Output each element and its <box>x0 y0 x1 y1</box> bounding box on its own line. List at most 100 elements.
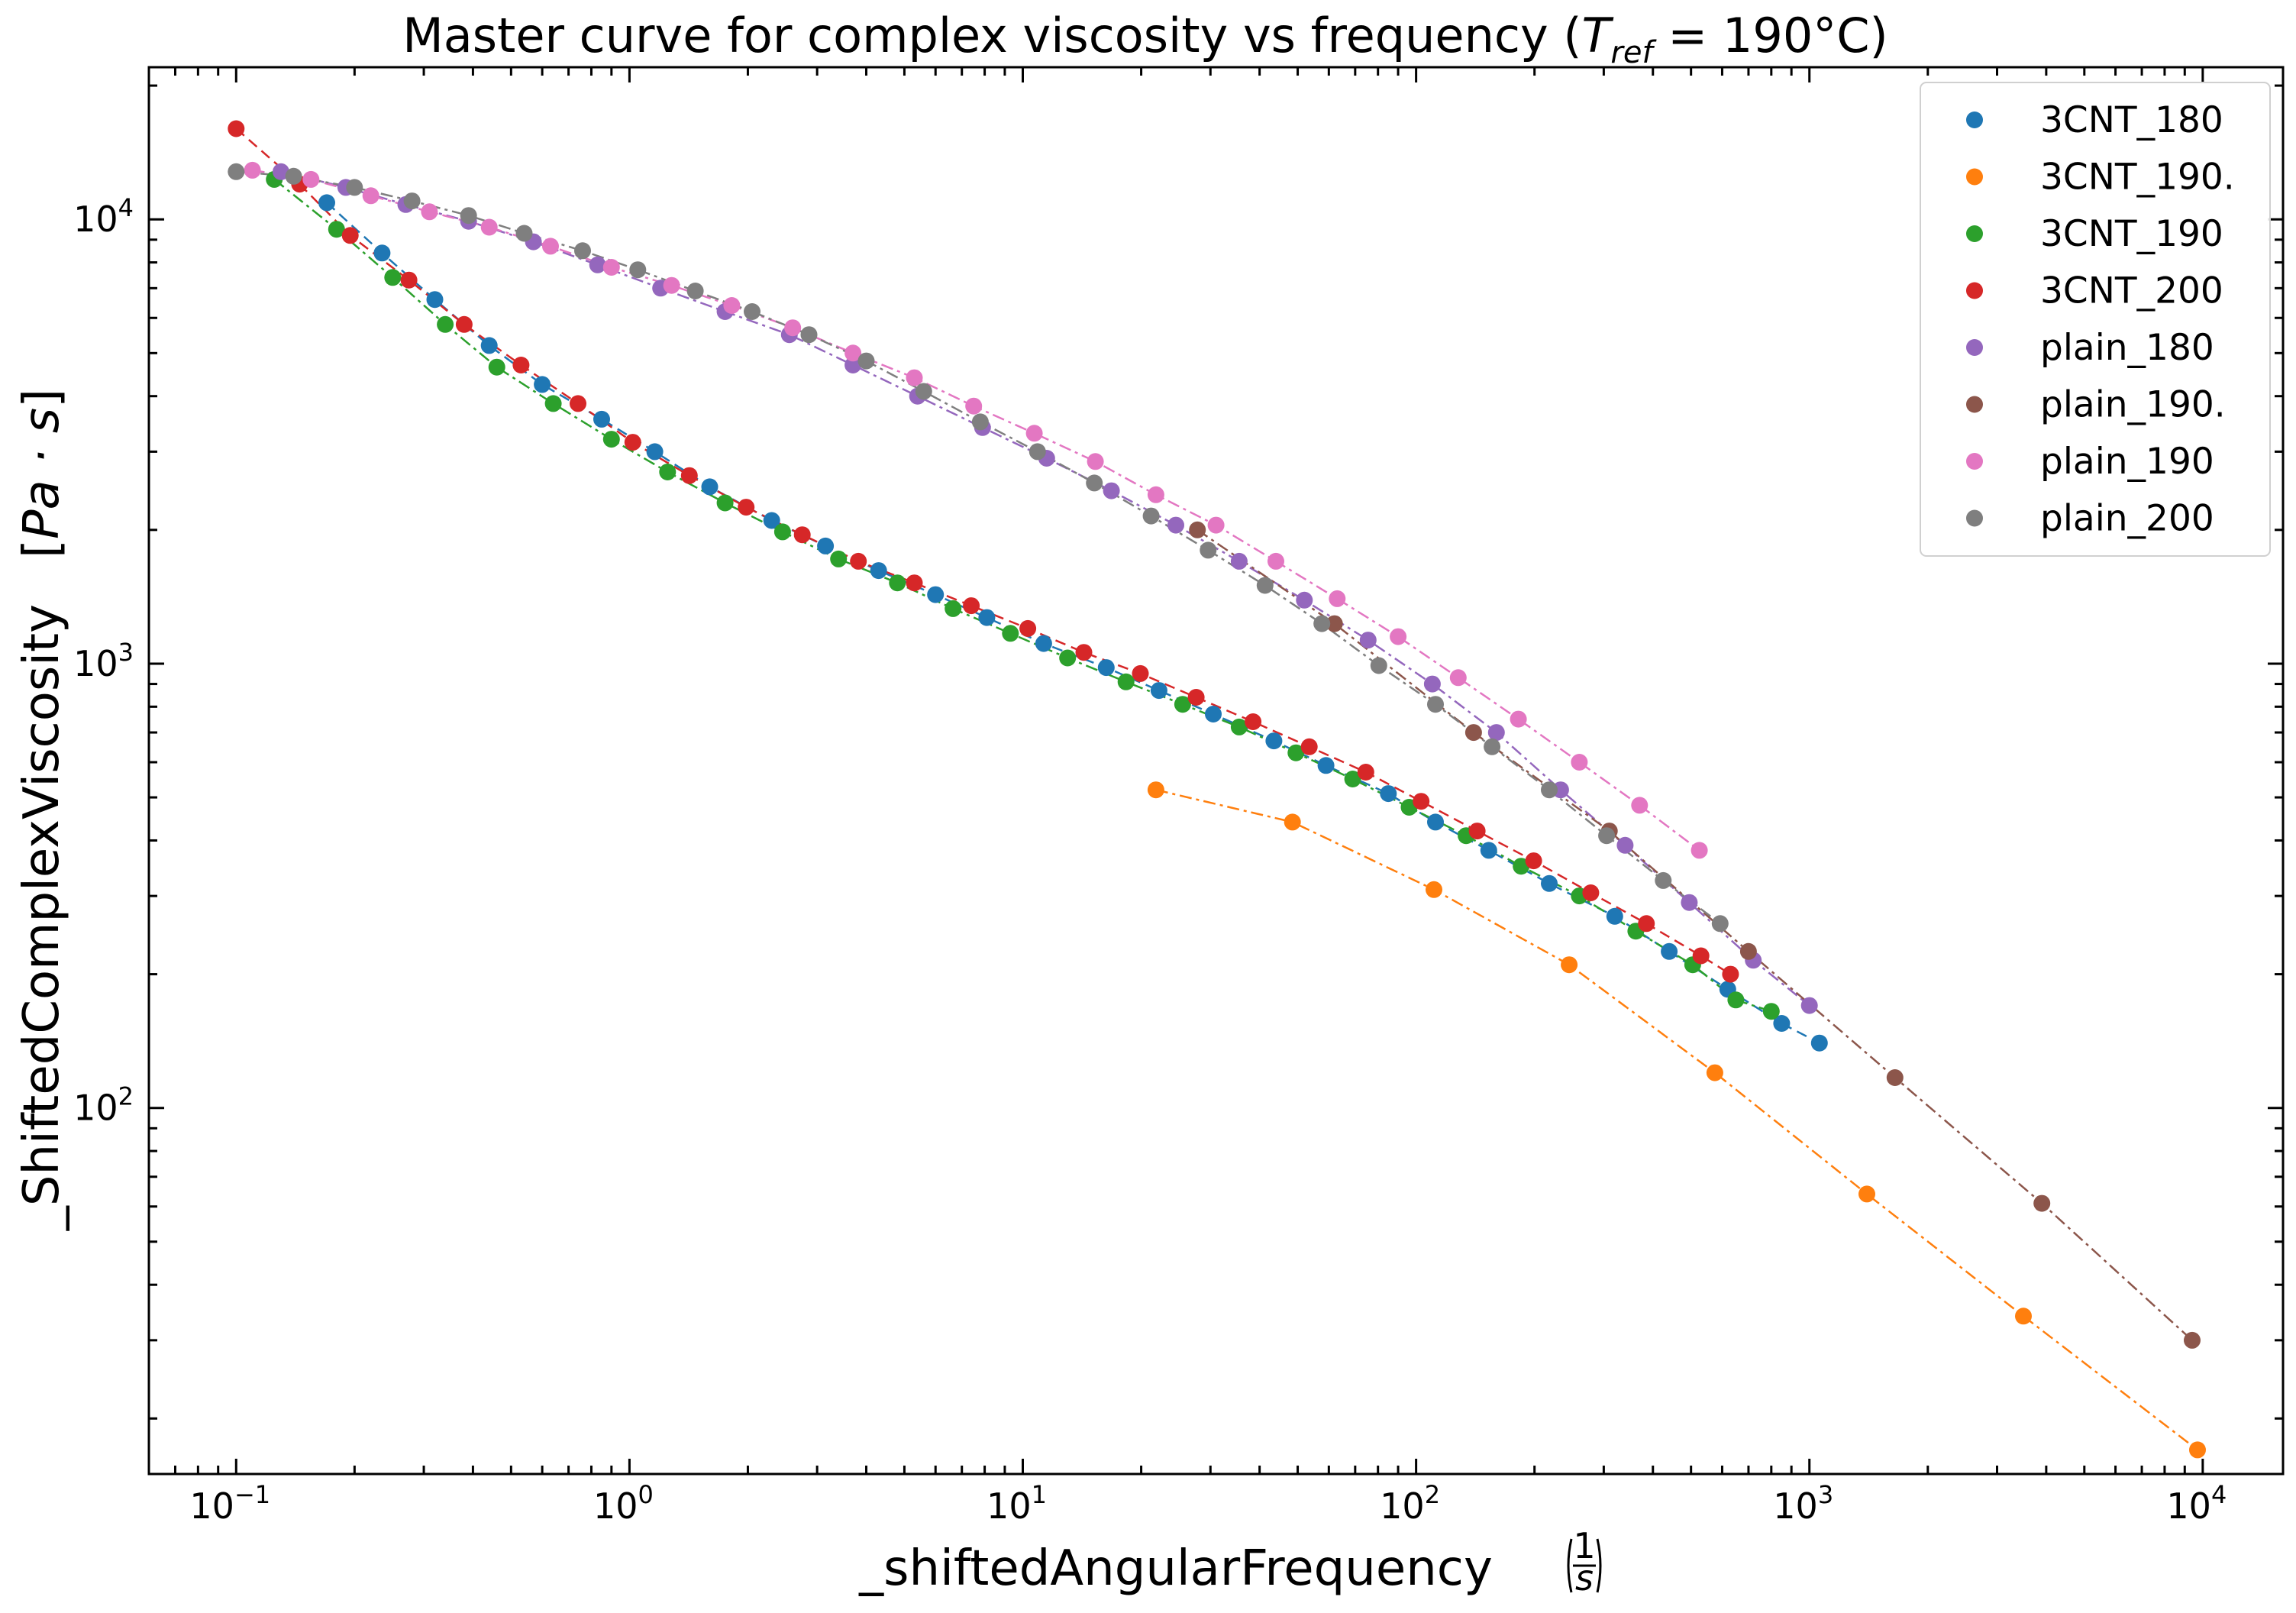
data-point-3cnt-190 <box>1762 1003 1780 1020</box>
data-point-plain-200 <box>1029 443 1046 461</box>
series-points-plain-200 <box>228 163 1729 933</box>
data-point-3cnt-180 <box>1480 842 1497 859</box>
data-point-3cnt-200 <box>624 434 641 451</box>
data-point-plain-200 <box>1200 541 1217 559</box>
series-line-plain-200 <box>236 170 1721 925</box>
data-point-plain-200 <box>515 225 533 242</box>
data-point-plain-190 <box>663 276 680 294</box>
data-point-plain-190 <box>421 203 438 221</box>
series-line-3cnt-190 <box>273 178 1772 1013</box>
data-point-plain-190 <box>1510 710 1527 728</box>
data-point-3cnt-180 <box>870 562 887 580</box>
legend-label-plain-190: plain_190 <box>2040 441 2214 483</box>
series-line-3cnt-190 <box>1155 788 2198 1451</box>
x-tick-label: 101 <box>987 1480 1047 1527</box>
data-point-plain-190 <box>1147 486 1164 503</box>
data-point-3cnt-180 <box>1810 1034 1828 1052</box>
data-point-plain-190 <box>1449 669 1467 687</box>
legend-label-3cnt-190: 3CNT_190 <box>2040 213 2223 255</box>
data-point-3cnt-200 <box>228 120 245 137</box>
data-point-plain-180 <box>589 256 606 273</box>
data-point-3cnt-200 <box>1638 915 1655 933</box>
x-tick-label: 103 <box>1773 1480 1833 1527</box>
data-point-plain-200 <box>285 167 302 185</box>
data-point-3cnt-180 <box>1541 874 1558 892</box>
series-line-3cnt-180 <box>326 202 1820 1044</box>
data-point-plain-190 <box>1025 425 1043 442</box>
data-point-3cnt-180 <box>927 586 945 603</box>
data-point-3cnt-180 <box>1035 635 1052 652</box>
data-point-3cnt-190 <box>889 574 906 592</box>
data-point-3cnt-190 <box>1147 781 1164 799</box>
data-point-3cnt-200 <box>906 574 923 592</box>
data-point-3cnt-200 <box>1300 738 1318 755</box>
data-point-plain-200 <box>1256 577 1274 594</box>
data-point-3cnt-180 <box>318 194 335 212</box>
data-point-plain-190 <box>1189 521 1206 538</box>
data-point-plain-190 <box>1691 842 1708 859</box>
data-point-3cnt-200 <box>793 526 811 544</box>
legend-marker-3cnt-200 <box>1966 282 1983 299</box>
data-point-3cnt-190 <box>1513 858 1530 875</box>
series-points <box>228 120 2206 1459</box>
data-point-3cnt-200 <box>1582 884 1600 901</box>
data-point-3cnt-200 <box>1722 965 1739 983</box>
data-point-plain-190 <box>1631 797 1649 814</box>
data-point-plain-200 <box>686 283 704 299</box>
data-point-plain-190 <box>302 170 320 188</box>
series-points-3cnt-190 <box>1147 781 2206 1459</box>
data-point-3cnt-180 <box>646 443 664 461</box>
data-point-plain-200 <box>915 383 932 400</box>
data-point-plain-190 <box>542 238 559 255</box>
data-point-3cnt-200 <box>455 315 473 333</box>
series-points-3cnt-200 <box>228 120 1739 983</box>
series-line-3cnt-200 <box>235 128 1732 975</box>
series-points-plain-190 <box>1189 521 2201 1349</box>
data-point-plain-200 <box>460 207 477 225</box>
data-point-3cnt-200 <box>1245 713 1262 730</box>
data-point-plain-190 <box>1571 754 1588 771</box>
data-point-3cnt-200 <box>341 227 359 244</box>
data-point-3cnt-180 <box>1380 785 1397 803</box>
y-tick-label: 102 <box>73 1082 134 1129</box>
data-point-plain-190 <box>1390 628 1407 645</box>
data-point-3cnt-190 <box>1117 673 1135 690</box>
series-line-plain-190 <box>1196 529 2193 1341</box>
series-points-3cnt-190 <box>266 170 1780 1020</box>
data-point-plain-200 <box>1370 657 1387 674</box>
legend-marker-plain-180 <box>1966 339 1983 356</box>
data-point-plain-180 <box>844 357 862 373</box>
data-point-plain-200 <box>1655 871 1672 889</box>
data-point-plain-200 <box>1142 507 1160 525</box>
data-point-3cnt-190 <box>1284 813 1301 831</box>
data-point-plain-190 <box>1739 942 1757 960</box>
data-point-plain-180 <box>1359 632 1377 649</box>
legend-marker-3cnt-190 <box>1966 225 1983 242</box>
legend-marker-plain-190 <box>1966 453 1983 470</box>
data-point-plain-180 <box>1487 724 1505 742</box>
data-point-plain-190 <box>480 218 498 236</box>
data-point-plain-200 <box>857 352 875 370</box>
legend-label-3cnt-190: 3CNT_190. <box>2040 157 2235 199</box>
data-point-plain-190 <box>965 397 983 415</box>
data-point-plain-180 <box>1103 482 1120 499</box>
y-tick-label: 103 <box>73 638 134 684</box>
data-point-plain-190 <box>1326 615 1343 632</box>
data-point-plain-190 <box>362 187 379 205</box>
data-point-3cnt-200 <box>1357 764 1374 781</box>
data-point-plain-200 <box>1484 738 1501 755</box>
data-point-3cnt-180 <box>1317 757 1335 774</box>
legend-marker-3cnt-190 <box>1966 168 1983 186</box>
data-point-3cnt-200 <box>1413 793 1430 810</box>
series-line-plain-190 <box>252 169 1700 852</box>
data-point-3cnt-190 <box>488 358 505 376</box>
data-point-3cnt-180 <box>763 512 780 529</box>
data-point-plain-200 <box>744 303 760 320</box>
legend: 3CNT_180 3CNT_190. 3CNT_190 3CNT_200 plain_1… <box>1920 82 2271 557</box>
data-point-plain-180 <box>1423 675 1441 693</box>
x-tick-label: 100 <box>593 1480 654 1527</box>
data-point-3cnt-190 <box>659 464 677 480</box>
data-point-3cnt-190 <box>716 494 734 512</box>
data-point-3cnt-200 <box>1019 619 1037 637</box>
